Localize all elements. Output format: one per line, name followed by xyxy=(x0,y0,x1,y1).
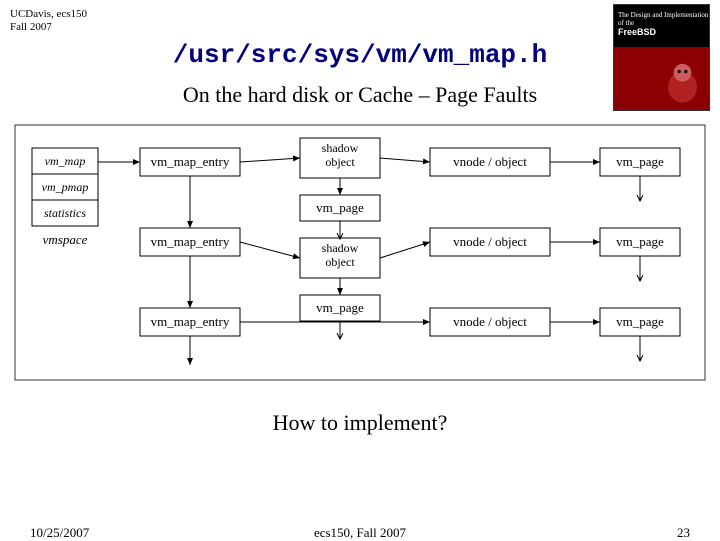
footer-page: 23 xyxy=(677,525,690,541)
header-course: UCDavis, ecs150 Fall 2007 xyxy=(10,8,87,34)
svg-text:vm_map_entry: vm_map_entry xyxy=(151,234,230,249)
footer-course: ecs150, Fall 2007 xyxy=(0,525,720,541)
svg-text:vnode / object: vnode / object xyxy=(453,154,527,169)
book-subtitle: The Design and Implementation of the xyxy=(618,11,709,27)
svg-text:statistics: statistics xyxy=(44,206,86,220)
header-line2: Fall 2007 xyxy=(10,21,87,34)
svg-text:vm_page: vm_page xyxy=(616,154,664,169)
svg-text:vm_page: vm_page xyxy=(316,200,364,215)
svg-text:vm_pmap: vm_pmap xyxy=(42,180,89,194)
svg-text:vm_map_entry: vm_map_entry xyxy=(151,154,230,169)
page-subtitle: On the hard disk or Cache – Page Faults xyxy=(0,82,720,108)
header-line1: UCDavis, ecs150 xyxy=(10,8,87,21)
svg-text:vnode / object: vnode / object xyxy=(453,234,527,249)
svg-text:shadow: shadow xyxy=(322,141,359,155)
svg-text:shadow: shadow xyxy=(322,241,359,255)
page-title: /usr/src/sys/vm/vm_map.h xyxy=(0,40,720,70)
svg-text:vnode / object: vnode / object xyxy=(453,314,527,329)
svg-text:object: object xyxy=(325,155,355,169)
svg-text:vmspace: vmspace xyxy=(43,232,88,247)
book-os: FreeBSD xyxy=(618,27,656,37)
svg-text:vm_page: vm_page xyxy=(616,234,664,249)
svg-text:vm_page: vm_page xyxy=(316,300,364,315)
svg-text:vm_map_entry: vm_map_entry xyxy=(151,314,230,329)
svg-text:vm_map: vm_map xyxy=(45,154,86,168)
question-text: How to implement? xyxy=(0,410,720,436)
vm-diagram: vm_map vm_pmap statistics vmspace vm_map_ent… xyxy=(10,120,710,390)
svg-text:vm_page: vm_page xyxy=(616,314,664,329)
svg-text:object: object xyxy=(325,255,355,269)
